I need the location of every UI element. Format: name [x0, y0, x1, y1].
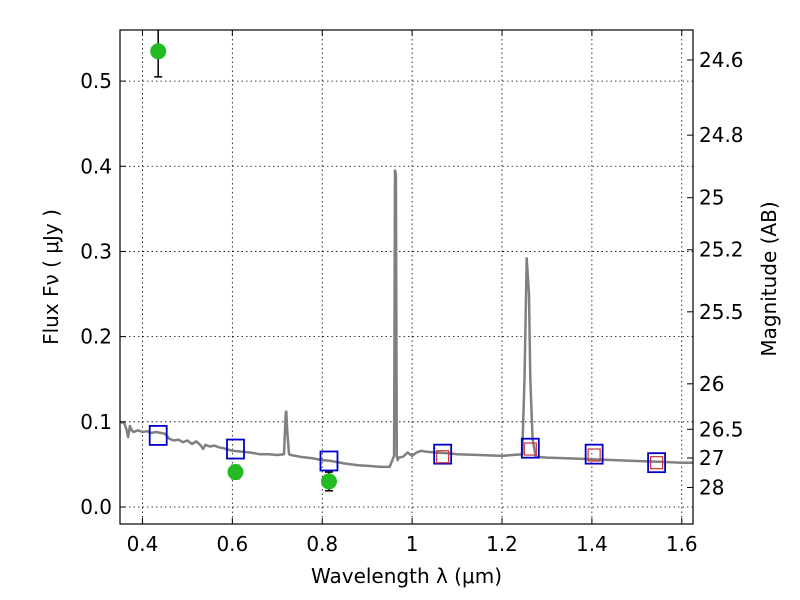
- model-photometry-square: [148, 425, 168, 446]
- detection-point: [320, 473, 337, 490]
- mag-tick-label: 25: [699, 186, 724, 210]
- mag-tick-label: 26: [699, 372, 724, 396]
- mag-tick-label: 25.5: [699, 300, 744, 324]
- x-tick-label: 0.8: [306, 532, 338, 556]
- plot-frame: [119, 29, 694, 525]
- y-tick-label: 0.1: [80, 410, 112, 434]
- mag-tick-label: 24.6: [699, 48, 744, 72]
- model-photometry-square: [226, 438, 245, 460]
- x-tick-label: 1.6: [666, 532, 698, 556]
- right-axis-label: Magnitude (AB): [757, 201, 781, 356]
- observed-square: [523, 442, 537, 456]
- photometry-points: [148, 30, 666, 492]
- model-photometry-square: [584, 443, 604, 465]
- y-tick-label: 0.0: [80, 495, 112, 519]
- y-tick-label: 0.4: [80, 154, 112, 178]
- model-photometry-square: [319, 450, 339, 472]
- mag-tick-label: 24.8: [699, 123, 744, 147]
- x-tick-label: 1.4: [576, 532, 608, 556]
- mag-tick-label: 26.5: [699, 417, 744, 441]
- model-photometry-square: [520, 437, 540, 459]
- observed-square: [587, 448, 601, 462]
- grid: [120, 30, 693, 524]
- x-tick-label: 0.4: [127, 532, 159, 556]
- y-tick-label: 0.3: [80, 239, 112, 263]
- mag-tick-label: 27: [699, 446, 724, 470]
- x-tick-label: 1: [406, 532, 419, 556]
- observed-square: [436, 450, 450, 464]
- axis-ticks: 0.4 0.6 0.8 1 1.2 1.4 1.6 0.0 0.1 0.2 0.3 0.4 0.5 24.…: [80, 30, 744, 556]
- mag-tick-label: 28: [699, 475, 724, 499]
- model-photometry-square: [433, 443, 453, 465]
- observed-square: [649, 456, 664, 470]
- y-tick-label: 0.2: [80, 325, 112, 349]
- x-tick-label: 0.6: [216, 532, 248, 556]
- detection-point: [227, 464, 244, 481]
- x-axis-label: Wavelength λ (μm): [311, 564, 502, 588]
- y-axis-label: Flux Fν ( μJy ): [39, 209, 63, 345]
- model-photometry-square: [647, 452, 666, 474]
- detection-point: [150, 43, 167, 60]
- y-tick-label: 0.5: [80, 69, 112, 93]
- x-tick-label: 1.2: [486, 532, 518, 556]
- mag-tick-label: 25.2: [699, 238, 744, 262]
